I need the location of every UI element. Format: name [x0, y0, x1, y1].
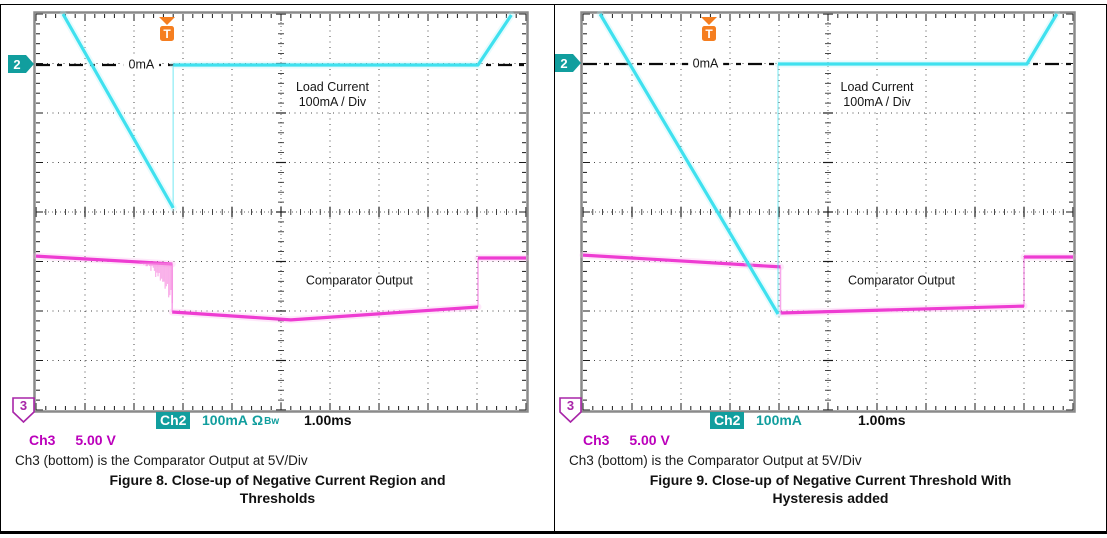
scope-graticule-and-traces	[579, 10, 1077, 413]
comparator-output-label: Comparator Output	[843, 273, 960, 289]
trigger-position-icon: T	[699, 16, 719, 54]
load-current-label: Load Current 100mA / Div	[835, 80, 919, 111]
ch3-scale-value: 5.00 V	[75, 432, 116, 448]
load-current-label-line1: Load Current	[840, 80, 914, 95]
scope-graticule-and-traces	[32, 10, 530, 413]
caption-note: Ch3 (bottom) is the Comparator Output at…	[15, 453, 308, 468]
ohm-coupling-icon: Ω	[251, 412, 264, 428]
ch2-scale-value: 100mA	[756, 412, 802, 428]
load-current-label-line1: Load Current	[295, 80, 369, 95]
ch2-chip: Ch2	[710, 412, 745, 429]
channel3-marker-label: 3	[567, 398, 574, 413]
caption-note: Ch3 (bottom) is the Comparator Output at…	[569, 453, 862, 468]
ch3-scale-value: 5.00 V	[629, 432, 670, 448]
scope-readout-row: Ch2 100mA ΩBw 1.00ms	[1, 412, 554, 431]
channel3-marker-icon: 3	[12, 397, 36, 424]
load-current-label-line2: 100mA / Div	[298, 95, 367, 110]
trigger-position-icon: T	[157, 16, 177, 54]
bandwidth-limit-icon: Bw	[264, 416, 280, 427]
timebase-value: 1.00ms	[858, 412, 906, 428]
trigger-label: T	[705, 27, 713, 41]
ch2-scale-value: 100mA	[202, 412, 248, 428]
scope-figure-pair: T 2 3 0mA Load Current 100mA / Div	[0, 4, 1107, 534]
timebase-value: 1.00ms	[304, 412, 352, 428]
trigger-label: T	[163, 27, 171, 41]
oscilloscope-capture-fig8: T 2 3 0mA Load Current 100mA / Div	[8, 10, 530, 424]
figure-caption-line1: Figure 9. Close-up of Negative Current T…	[649, 472, 1012, 488]
channel2-marker-icon: 2	[555, 54, 582, 73]
load-current-label-line2: 100mA / Div	[843, 95, 911, 110]
scope-readout-row: Ch2 100mA 1.00ms	[555, 412, 1106, 431]
channel3-marker-label: 3	[20, 398, 27, 413]
ch3-label: Ch3	[29, 432, 56, 448]
channel3-marker-icon: 3	[559, 397, 583, 424]
load-current-label: Load Current 100mA / Div	[290, 80, 374, 111]
zero-ma-label: 0mA	[123, 57, 160, 73]
ch2-chip: Ch2	[156, 412, 191, 429]
channel2-marker-icon: 2	[8, 55, 35, 74]
ch3-readout-row: Ch3 5.00 V	[29, 432, 116, 448]
figure-caption-line2: Thresholds	[239, 490, 316, 506]
ch2-scale-group: 100mA	[756, 412, 802, 429]
figure-caption-line1: Figure 8. Close-up of Negative Current R…	[109, 472, 446, 488]
ch2-scale-group: 100mA ΩBw	[202, 412, 279, 430]
comparator-output-label: Comparator Output	[300, 273, 418, 289]
channel2-marker-label: 2	[560, 56, 567, 71]
panel-figure-9: T 2 3 0mA Load Current 100mA / Div	[555, 5, 1106, 531]
ch3-label: Ch3	[583, 432, 610, 448]
figure-caption-line2: Hysteresis added	[772, 490, 889, 506]
zero-ma-label: 0mA	[687, 56, 724, 72]
oscilloscope-capture-fig9: T 2 3 0mA Load Current 100mA / Div	[555, 10, 1077, 424]
panel-figure-8: T 2 3 0mA Load Current 100mA / Div	[1, 5, 555, 531]
channel2-marker-label: 2	[13, 57, 20, 72]
ch3-readout-row: Ch3 5.00 V	[583, 432, 670, 448]
